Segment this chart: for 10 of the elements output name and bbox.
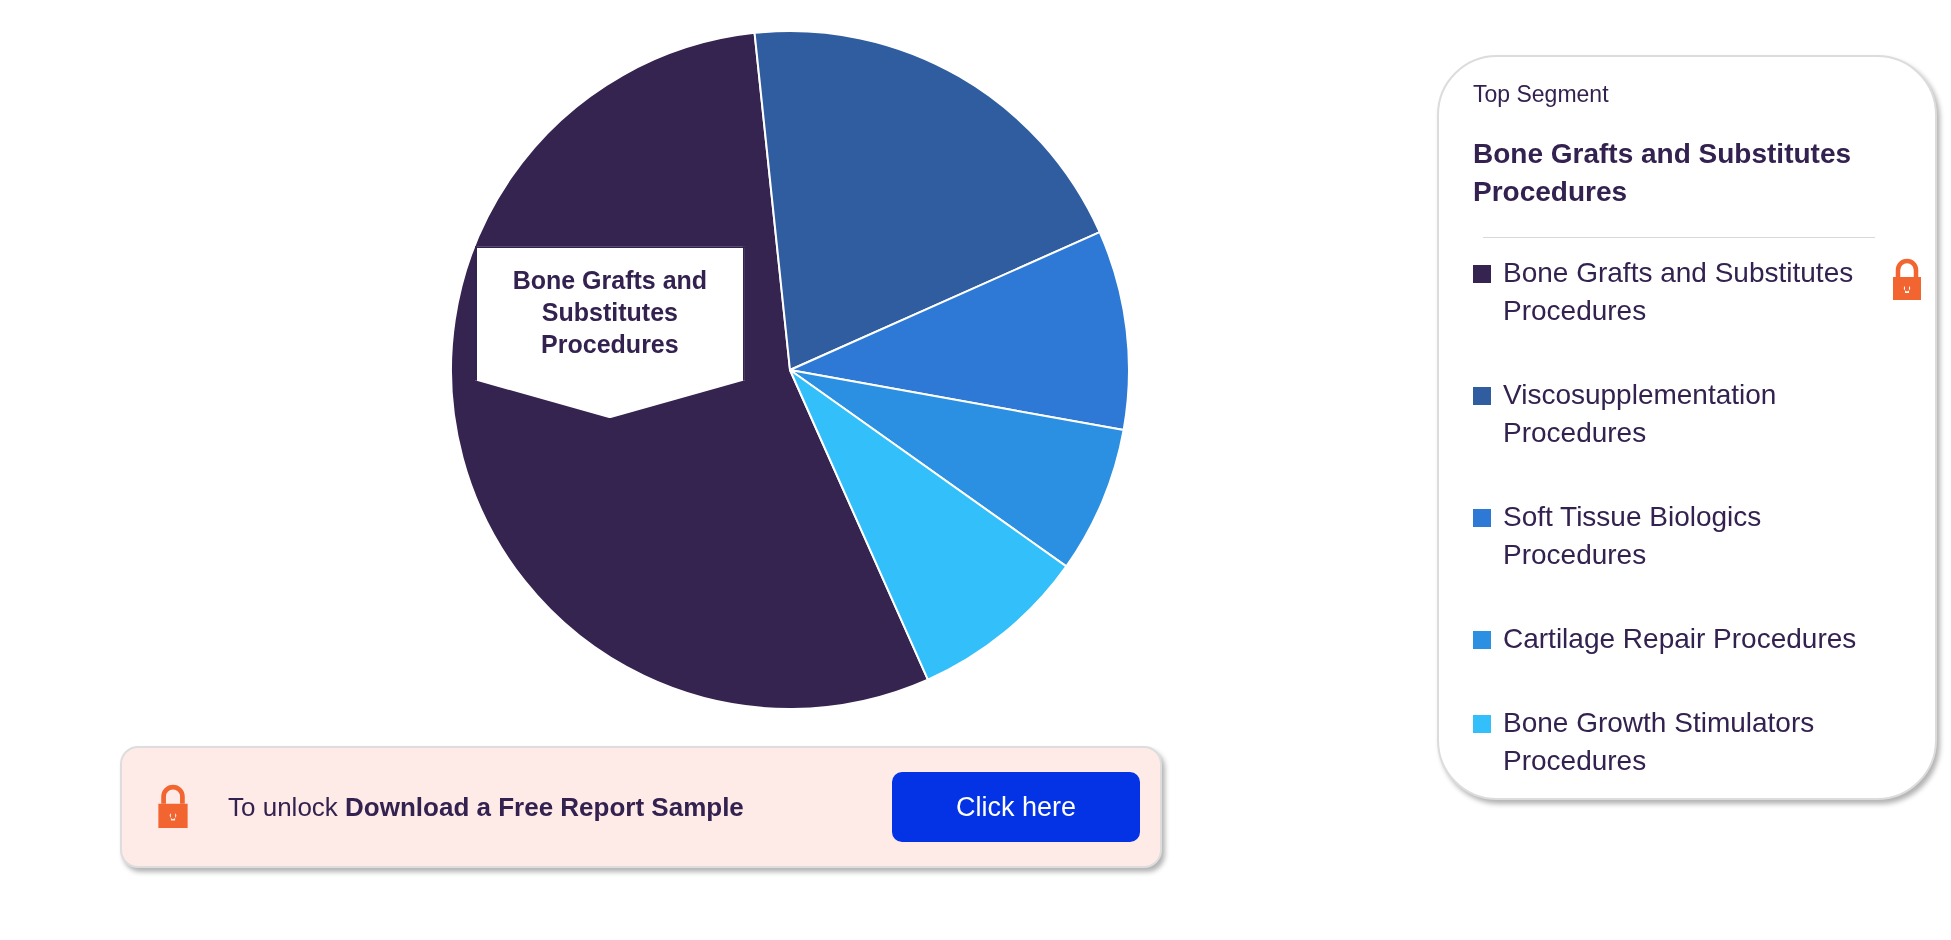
legend-label: Bone Grafts and Substitutes Procedures xyxy=(1503,257,1854,326)
button[interactable]: Click here xyxy=(892,772,1140,842)
legend-label: Viscosupplementation Procedures xyxy=(1503,379,1777,448)
legend-label: Bone Growth Stimulators Procedures xyxy=(1503,707,1815,776)
unlock-banner: To unlock Download a Free Report Sample Click here xyxy=(120,746,1162,868)
category-label: Bone Grafts and Substitutes Procedures xyxy=(1473,138,1852,207)
legend-label: Cartilage Repair Procedures xyxy=(1503,623,1857,654)
legend-title: Top Segment xyxy=(1473,80,1610,109)
slice-label: Bone Grafts and Substitutes Procedures xyxy=(512,266,708,359)
legend-label: Soft Tissue Biologics Procedures xyxy=(1503,501,1762,570)
